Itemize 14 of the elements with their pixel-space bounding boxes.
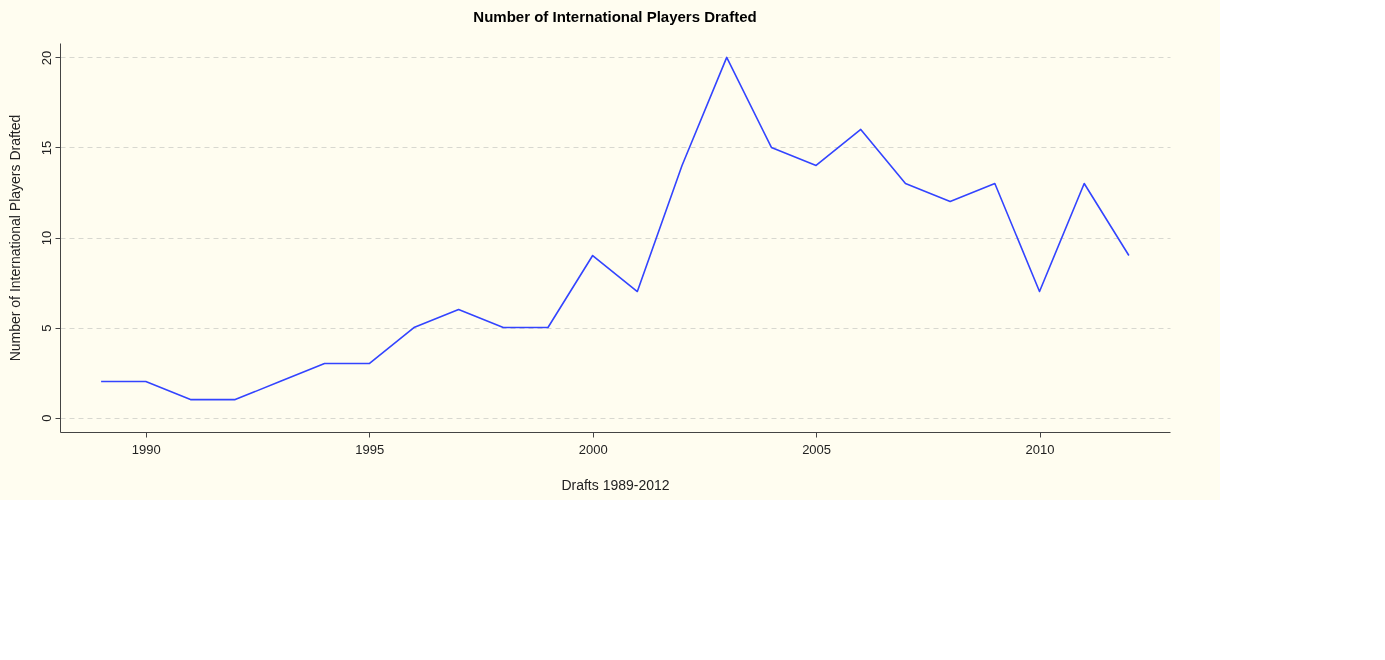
line-series — [100, 56, 1130, 401]
y-tick-label: 20 — [38, 50, 54, 66]
x-tick-label: 1995 — [355, 441, 385, 457]
x-tick-label: 2000 — [578, 441, 608, 457]
chart-title: Number of International Players Drafted — [473, 8, 757, 25]
y-axis-title: Number of International Players Drafted — [6, 114, 23, 362]
y-tick-label: 5 — [38, 324, 54, 332]
x-tick-label: 1990 — [131, 441, 161, 457]
y-tick-label: 15 — [38, 140, 54, 156]
y-tick-label: 10 — [38, 230, 54, 246]
x-axis-title: Drafts 1989-2012 — [561, 476, 670, 493]
x-tick-label: 2010 — [1025, 441, 1055, 457]
x-tick-label: 2005 — [802, 441, 832, 457]
y-tick-label: 0 — [38, 414, 54, 422]
